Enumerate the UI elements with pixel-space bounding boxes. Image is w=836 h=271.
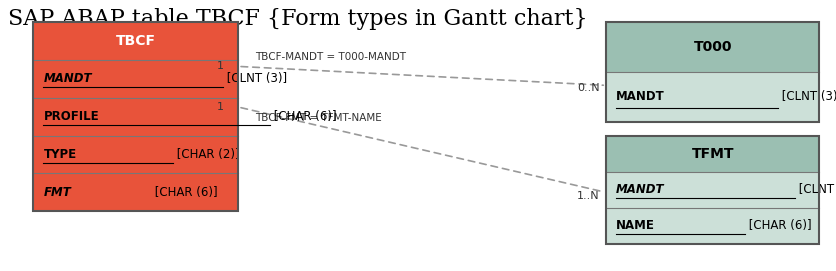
Text: TBCF-MANDT = T000-MANDT: TBCF-MANDT = T000-MANDT [255,52,406,62]
Text: [CHAR (6)]: [CHAR (6)] [746,219,812,232]
Text: [CHAR (6)]: [CHAR (6)] [270,110,336,123]
Text: [CHAR (6)]: [CHAR (6)] [151,186,217,199]
FancyBboxPatch shape [33,60,238,98]
Text: T000: T000 [693,40,732,54]
Text: [CLNT (3)]: [CLNT (3)] [795,183,836,196]
Text: MANDT: MANDT [616,91,665,103]
FancyBboxPatch shape [33,173,238,211]
Text: 1: 1 [217,102,224,112]
FancyBboxPatch shape [606,22,819,72]
Text: MANDT: MANDT [616,183,665,196]
Text: [CLNT (3)]: [CLNT (3)] [777,91,836,103]
Text: MANDT: MANDT [43,72,92,85]
Text: [CLNT (3)]: [CLNT (3)] [222,72,287,85]
Text: 1..N: 1..N [577,192,599,201]
FancyBboxPatch shape [606,208,819,244]
Text: PROFILE: PROFILE [43,110,99,123]
Text: SAP ABAP table TBCF {Form types in Gantt chart}: SAP ABAP table TBCF {Form types in Gantt… [8,8,588,30]
Text: TFMT: TFMT [691,147,734,160]
FancyBboxPatch shape [606,172,819,208]
FancyBboxPatch shape [33,98,238,136]
Text: FMT: FMT [43,186,71,199]
Text: TYPE: TYPE [43,148,77,161]
Text: [CHAR (2)]: [CHAR (2)] [173,148,239,161]
FancyBboxPatch shape [33,136,238,173]
Text: 0..N: 0..N [577,83,599,93]
FancyBboxPatch shape [606,136,819,172]
FancyBboxPatch shape [606,72,819,122]
Text: TBCF: TBCF [116,34,155,48]
Text: NAME: NAME [616,219,655,232]
Text: TBCF-FMT = TFMT-NAME: TBCF-FMT = TFMT-NAME [255,113,382,123]
Text: 1: 1 [217,62,224,71]
FancyBboxPatch shape [33,22,238,60]
